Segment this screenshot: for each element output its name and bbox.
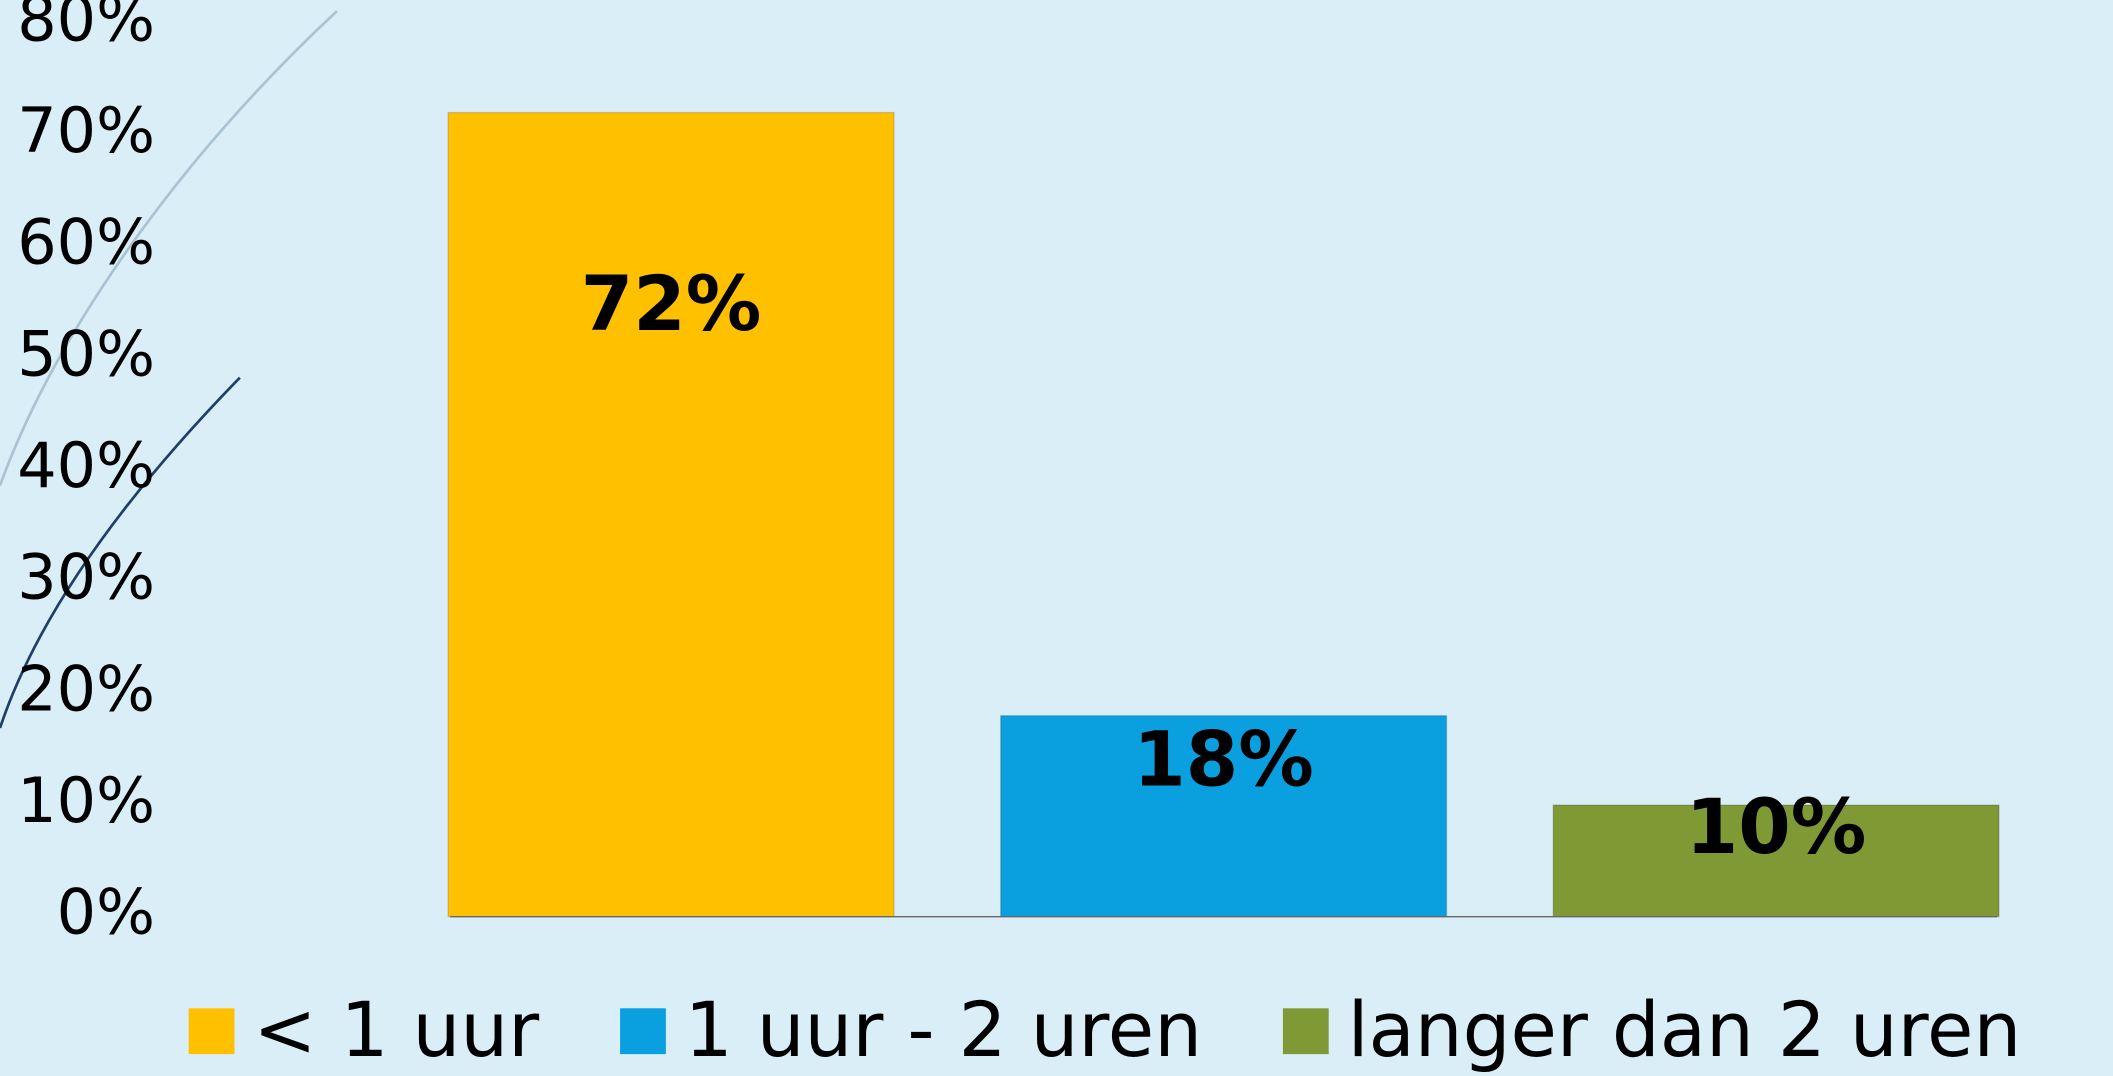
legend-swatch (620, 1008, 666, 1055)
bar (1552, 804, 2000, 918)
legend-swatch (188, 1008, 235, 1055)
y-tick-label: 80% (17, 0, 155, 55)
data-label: 72% (581, 260, 762, 348)
y-tick-label: 30% (17, 541, 155, 614)
legend-label: 1 uur - 2 uren (685, 986, 1202, 1074)
y-tick-label: 0% (57, 876, 155, 949)
bar (447, 111, 895, 918)
data-label: 10% (1686, 783, 1867, 871)
y-tick-label: 40% (17, 429, 155, 502)
y-tick-label: 60% (17, 206, 155, 279)
bar (999, 714, 1448, 918)
y-tick-label: 20% (17, 652, 155, 725)
legend-label: < 1 uur (253, 986, 540, 1074)
decor-curve (0, 376, 241, 729)
decor-curve (0, 10, 338, 486)
legend-swatch (1282, 1008, 1329, 1055)
legend-label: langer dan 2 uren (1348, 986, 2022, 1074)
y-tick-label: 50% (17, 317, 155, 390)
data-label: 18% (1133, 715, 1314, 803)
y-tick-label: 70% (17, 94, 155, 167)
y-tick-label: 10% (17, 764, 155, 837)
